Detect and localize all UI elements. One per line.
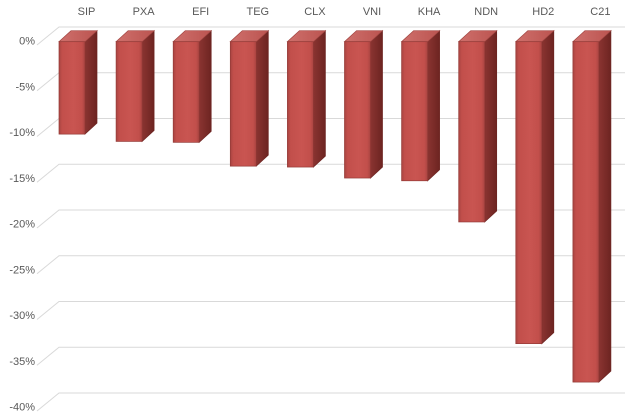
y-axis-tick-label: -30% xyxy=(9,310,35,322)
y-axis-tick-label: -5% xyxy=(15,81,35,93)
y-axis-tick-label: 0% xyxy=(19,36,35,48)
x-axis-category-label: HD2 xyxy=(532,6,554,18)
bar-side-face xyxy=(84,29,98,135)
bar-c21[interactable] xyxy=(572,29,612,383)
bar-clx[interactable] xyxy=(286,29,327,168)
gridline xyxy=(36,346,625,366)
y-axis-tick-label: -10% xyxy=(9,127,35,139)
y-axis-tick-label: -20% xyxy=(9,219,35,231)
gridline xyxy=(36,209,625,229)
gridline xyxy=(36,301,625,320)
x-axis-category-label: VNI xyxy=(363,6,381,18)
y-axis-tick-label: -40% xyxy=(9,402,35,414)
bar-front-face xyxy=(172,41,200,143)
bar-teg[interactable] xyxy=(229,29,270,167)
gridline xyxy=(36,392,625,412)
y-axis-tick-label: -15% xyxy=(9,173,35,185)
x-axis-category-label: KHA xyxy=(418,6,441,18)
bar-side-face xyxy=(255,29,269,167)
bar-front-face xyxy=(458,41,486,223)
bar-side-face xyxy=(141,29,155,143)
bar-front-face xyxy=(515,41,543,345)
bar-side-face xyxy=(370,29,383,179)
x-axis-category-label: CLX xyxy=(304,6,326,18)
bar-side-face xyxy=(198,29,212,144)
bar-front-face xyxy=(344,41,371,179)
y-axis-tick-label: -25% xyxy=(9,264,35,276)
bar-sip[interactable] xyxy=(58,29,98,135)
bar-front-face xyxy=(115,41,143,142)
bar-efi[interactable] xyxy=(172,29,213,144)
bar-front-face xyxy=(58,41,86,135)
bar-side-face xyxy=(313,29,326,168)
gridline xyxy=(36,255,625,275)
y-axis-tick-label: -35% xyxy=(9,356,35,368)
bar-side-face xyxy=(484,29,498,223)
bar-pxa[interactable] xyxy=(115,29,155,143)
x-axis-category-label: C21 xyxy=(590,6,610,18)
x-axis-category-label: TEG xyxy=(246,6,269,18)
bar-side-face xyxy=(427,29,440,182)
x-axis-category-label: PXA xyxy=(133,6,156,18)
bar-front-face xyxy=(287,41,314,168)
bar-front-face xyxy=(229,41,257,167)
x-axis-category-label: NDN xyxy=(474,6,498,18)
bar-hd2[interactable] xyxy=(514,29,555,345)
bar-side-face xyxy=(541,29,555,345)
x-axis-category-label: SIP xyxy=(78,6,96,18)
bar-front-face xyxy=(572,41,600,383)
bar-side-face xyxy=(598,29,612,383)
bar-kha[interactable] xyxy=(400,29,441,182)
bar-front-face xyxy=(401,41,428,182)
gridline xyxy=(36,26,625,46)
x-axis-category-label: EFI xyxy=(192,6,209,18)
bar-ndn[interactable] xyxy=(457,29,498,223)
bar-vni[interactable] xyxy=(343,29,384,179)
